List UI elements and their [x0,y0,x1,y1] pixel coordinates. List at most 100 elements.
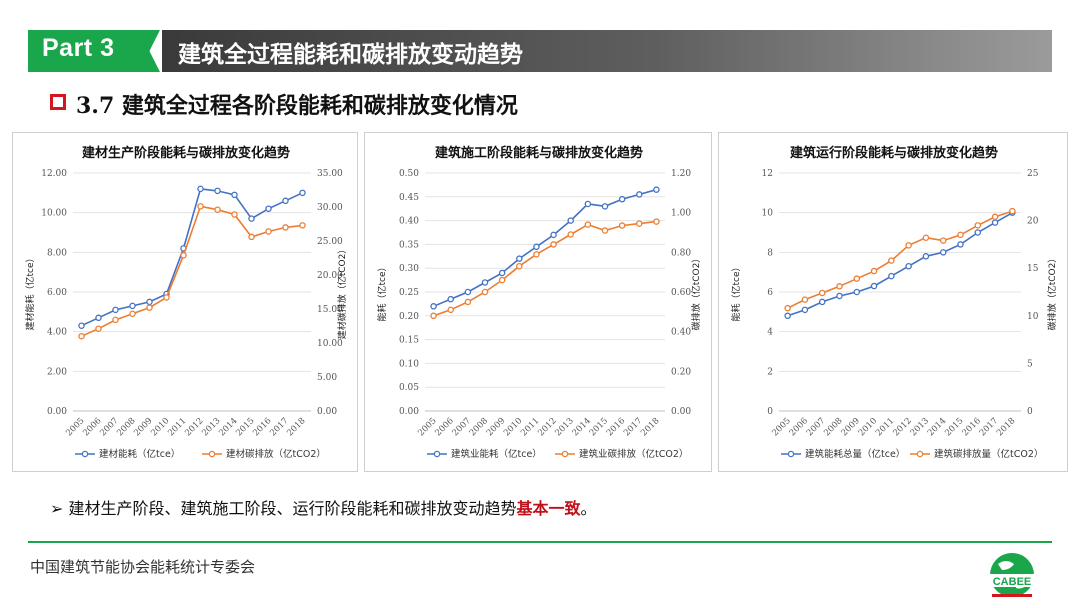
x-tick-label: 2011 [166,416,188,438]
data-point [636,220,643,227]
y-left-tick-label: 0.30 [399,264,419,274]
y-left-tick-label: 6.00 [47,288,67,298]
x-tick-label: 2006 [81,416,103,438]
data-point [248,215,255,222]
y-left-tick-label: 0.25 [399,288,419,298]
conclusion-bullet: ➢ 建材生产阶段、建筑施工阶段、运行阶段能耗和碳排放变动趋势基本一致。 [50,495,597,519]
y-right-tick-label: 25.00 [317,237,343,247]
data-point [801,306,809,314]
x-tick-label: 2008 [822,416,844,438]
data-point [836,283,843,290]
y-right-axis-label: 建材碳排放（亿tCO2） [336,245,348,340]
y-right-tick-label: 5.00 [317,373,337,383]
y-left-tick-label: 0.05 [399,383,419,393]
legend-label: 建筑碳排放量（亿tCO2） [934,448,1043,460]
data-point [430,303,437,310]
data-point [784,304,791,312]
x-tick-label: 2010 [149,416,171,438]
chart-panel-materials: 建材生产阶段能耗与碳排放变化趋势 0.00 2.00 4.00 6.00 8.00 10.0… [12,132,358,472]
x-tick-label: 2018 [285,416,307,438]
y-left-tick-label: 10.00 [41,209,67,219]
data-point [430,312,437,320]
data-point [533,251,540,258]
x-tick-label: 2011 [519,416,541,438]
data-point [95,325,102,332]
y-right-tick-label: 25 [1027,169,1039,179]
data-point [197,185,204,193]
x-tick-label: 2008 [115,416,137,438]
operation-chart: 建筑运行阶段能耗与碳排放变化趋势 0 2 4 6 8 10 12 0 5 10 15 20 25 能耗（亿t… [730,145,1058,460]
data-point [974,229,982,236]
data-point [888,272,895,280]
y-right-tick-label: 10 [1027,312,1039,322]
x-tick-label: 2008 [468,416,490,438]
part-label: Part 3 [42,34,115,62]
logo-text: CABEE [993,576,1032,588]
part-banner [28,30,160,72]
data-point [231,191,238,199]
y-left-tick-label: 6 [767,288,773,298]
x-tick-label: 2018 [995,416,1017,438]
data-point [939,237,947,244]
x-tick-label: 2013 [200,416,222,438]
x-tick-label: 2007 [451,416,473,438]
series-line-1 [433,188,657,308]
y-left-tick-label: 0 [767,407,773,417]
x-tick-label: 2010 [857,416,879,438]
data-point [231,211,238,218]
y-left-tick-label: 0.35 [399,240,419,250]
x-tick-label: 2014 [926,416,948,438]
bullet-highlight: 基本一致 [516,499,581,518]
x-tick-label: 2013 [909,416,931,438]
data-point [584,200,592,208]
cabee-logo: CABEE [986,553,1038,597]
data-point [618,222,626,229]
y-right-tick-label: 1.00 [671,209,691,219]
title-banner [162,30,1052,72]
y-left-tick-label: 0.10 [399,359,419,369]
data-point [957,241,964,248]
data-point [163,294,170,301]
x-tick-label: 2012 [183,416,205,438]
data-point [870,282,878,290]
construction-chart: 建筑施工阶段能耗与碳排放变化趋势 0.00 0.05 0.10 0.15 0.20 0.25… [376,145,702,460]
y-left-tick-label: 2 [767,367,773,377]
legend-label: 建筑业能耗（亿tce） [451,448,542,460]
data-point [818,298,826,306]
data-point [550,231,557,239]
data-point [991,219,999,226]
y-left-tick-label: 0.00 [47,407,67,417]
x-tick-label: 2007 [805,416,827,438]
data-point [636,191,643,198]
legend-label: 建筑业碳排放（亿tCO2） [579,448,688,460]
x-tick-label: 2017 [268,416,290,438]
legend-swatch-marker [561,450,569,458]
data-point [550,241,557,248]
bullet-arrow-icon: ➢ [50,499,64,518]
data-point [481,279,489,286]
data-point [533,243,540,251]
footer-org: 中国建筑节能协会能耗统计专委会 [30,558,256,576]
data-point [836,292,843,300]
x-tick-label: 2005 [416,416,438,438]
legend-label: 建材能耗（亿tce） [99,448,180,460]
data-point [801,296,809,303]
x-tick-label: 2006 [788,416,810,438]
y-right-tick-label: 15.00 [317,305,343,315]
y-right-tick-label: 0.80 [671,248,691,258]
bullet-end: 。 [580,499,597,518]
slide-title: 建筑全过程能耗和碳排放变动趋势 [178,42,523,68]
x-tick-label: 2018 [639,416,661,438]
data-point [464,298,472,306]
x-tick-label: 2015 [234,416,256,438]
data-point [601,203,609,210]
data-point [957,231,964,239]
data-point [146,298,153,306]
data-point [853,275,861,282]
y-left-tick-label: 4 [767,328,773,338]
y-left-tick-label: 0.20 [399,312,419,322]
data-point [282,197,289,205]
data-point [447,295,454,303]
y-right-tick-label: 0.40 [671,328,691,338]
y-left-tick-label: 10 [762,209,774,219]
